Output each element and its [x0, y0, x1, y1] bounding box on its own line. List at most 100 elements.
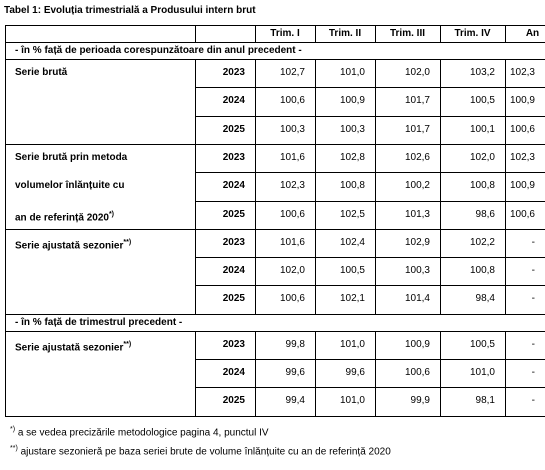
rule — [5, 330, 545, 332]
rule — [375, 228, 376, 314]
value-cell: 98,1 — [475, 395, 495, 407]
rule — [505, 330, 506, 416]
row-label: Serie brută — [15, 67, 68, 78]
value-cell: - — [531, 236, 535, 248]
value-cell: 100,8 — [339, 180, 365, 192]
value-cell: 100,6 — [509, 208, 535, 220]
rule — [5, 228, 6, 314]
value-cell: 99,6 — [345, 367, 365, 378]
value-cell: 100,6 — [509, 123, 535, 135]
rule — [505, 25, 506, 42]
value-cell: 100,5 — [469, 95, 495, 107]
value-cell: 102,9 — [404, 236, 430, 248]
value-cell: 100,8 — [469, 265, 495, 277]
footnote-mark: *) — [108, 210, 114, 218]
rule — [255, 330, 256, 416]
value-cell: 102,3 — [509, 151, 535, 163]
footnote: *) a se vedea precizările metodologice p… — [10, 426, 269, 438]
rule — [195, 387, 545, 389]
value-cell: 100,3 — [404, 265, 430, 277]
section-heading: - în % față de perioada corespunzătoare … — [15, 45, 302, 56]
value-cell: 101,6 — [279, 151, 305, 163]
value-cell: 99,4 — [285, 395, 305, 407]
value-cell: 100,6 — [279, 95, 305, 107]
value-cell: 101,0 — [339, 67, 365, 78]
rule — [5, 59, 545, 60]
rule — [195, 200, 545, 202]
year: 2025 — [222, 208, 245, 220]
value-cell: 100,5 — [339, 265, 365, 277]
year: 2025 — [222, 293, 245, 305]
rule — [5, 330, 6, 416]
rule — [440, 143, 441, 229]
value-cell: 100,9 — [404, 338, 430, 350]
rule — [5, 313, 6, 331]
rule — [195, 87, 545, 89]
rule — [440, 228, 441, 314]
rule — [195, 172, 545, 174]
value-cell: 100,6 — [279, 208, 305, 220]
row-label: Serie ajustată sezonier**) — [15, 238, 132, 252]
value-cell: 100,3 — [339, 123, 365, 135]
year: 2024 — [222, 95, 245, 107]
value-cell: - — [531, 367, 535, 378]
footnote: **) ajustare sezonieră pe baza seriei br… — [10, 445, 391, 457]
value-cell: 102,0 — [404, 67, 430, 78]
value-cell: 102,3 — [279, 180, 305, 192]
rule — [375, 59, 376, 144]
rule — [5, 228, 545, 230]
value-cell: 102,3 — [509, 67, 535, 78]
section-heading: - în % față de trimestrul precedent - — [15, 316, 183, 328]
value-cell: 102,0 — [469, 151, 495, 163]
rule — [195, 285, 545, 287]
rule — [195, 359, 545, 360]
year: 2023 — [222, 67, 245, 78]
value-cell: 101,6 — [279, 236, 305, 248]
rule — [315, 59, 316, 144]
rule — [5, 25, 6, 42]
value-cell: - — [531, 338, 535, 350]
rule — [505, 59, 506, 144]
value-cell: 102,8 — [339, 151, 365, 163]
rule — [195, 115, 545, 117]
rule — [315, 330, 316, 416]
footnote-mark: **) — [123, 238, 132, 246]
column-header: Trim. IV — [454, 28, 491, 39]
rule — [315, 143, 316, 229]
year: 2025 — [222, 395, 245, 407]
value-cell: 101,0 — [339, 338, 365, 350]
value-cell: 100,6 — [404, 367, 430, 378]
value-cell: 102,7 — [279, 67, 305, 78]
rule — [375, 143, 376, 229]
column-header: Trim. I — [270, 28, 300, 39]
rule — [5, 143, 6, 229]
value-cell: - — [531, 293, 535, 305]
value-cell: 100,5 — [469, 338, 495, 350]
rule — [5, 25, 545, 26]
value-cell: 100,8 — [469, 180, 495, 192]
footnote-mark: **) — [123, 340, 132, 348]
value-cell: 101,0 — [339, 395, 365, 407]
rule — [5, 143, 545, 145]
rule — [255, 25, 256, 42]
value-cell: 102,6 — [404, 151, 430, 163]
year: 2024 — [222, 180, 245, 192]
value-cell: 102,1 — [339, 293, 365, 305]
rule — [195, 257, 545, 259]
year: 2023 — [222, 236, 245, 248]
footnote-mark: *) — [10, 425, 16, 433]
row-label: Serie brută prin metoda — [15, 151, 128, 163]
rule — [5, 415, 545, 417]
rule — [5, 313, 545, 315]
rule — [255, 143, 256, 229]
year: 2023 — [222, 151, 245, 163]
rule — [195, 143, 196, 229]
value-cell: 99,6 — [285, 367, 305, 378]
column-header: Trim. III — [389, 28, 425, 39]
rule — [255, 59, 256, 144]
footnote-text: ajustare sezonieră pe baza seriei brute … — [20, 445, 391, 457]
value-cell: 103,2 — [469, 67, 495, 78]
rule — [375, 330, 376, 416]
rule — [315, 228, 316, 314]
